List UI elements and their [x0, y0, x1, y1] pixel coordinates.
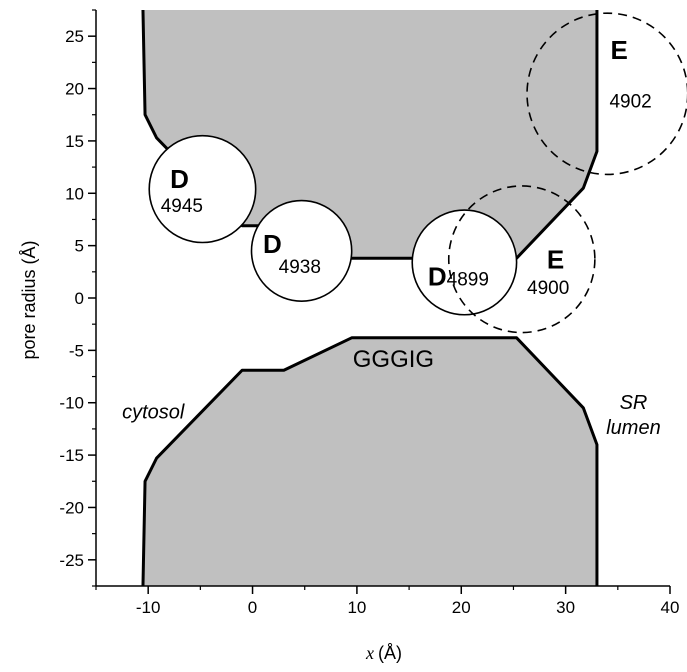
x-axis-unit: (Å): [378, 643, 402, 663]
y-tick-label-10: 10: [65, 184, 84, 203]
residue-number-4899: 4899: [447, 269, 489, 290]
label-sr: SR: [620, 392, 648, 414]
residue-letter-e4902: E: [611, 35, 628, 65]
x-tick-label-30: 30: [556, 598, 575, 617]
y-tick-label--15: -15: [59, 446, 84, 465]
x-tick-label-0: 0: [248, 598, 257, 617]
residue-letter-d4945: D: [170, 164, 189, 194]
residue-letter-d4938: D: [263, 229, 282, 259]
y-tick-label-15: 15: [65, 132, 84, 151]
y-tick-label--20: -20: [59, 498, 84, 517]
x-tick-label-20: 20: [452, 598, 471, 617]
x-tick-label-10: 10: [347, 598, 366, 617]
label-gggig: GGGIG: [353, 346, 434, 373]
y-tick-label--10: -10: [59, 394, 84, 413]
y-tick-label--5: -5: [69, 341, 84, 360]
y-tick-label-20: 20: [65, 80, 84, 99]
lower-wall-fill: [143, 338, 597, 586]
x-tick-label-40: 40: [661, 598, 680, 617]
residue-letter-e4900: E: [547, 245, 564, 275]
x-axis-variable: x: [365, 643, 374, 663]
y-tick-label--25: -25: [59, 551, 84, 570]
residue-letter-d4899: D: [428, 261, 447, 291]
x-tick-label--10: -10: [136, 598, 161, 617]
label-cytosol: cytosol: [122, 401, 185, 423]
y-tick-label-5: 5: [75, 237, 84, 256]
residue-number-4938: 4938: [279, 257, 321, 278]
residue-circle-d4945: [149, 136, 255, 243]
y-tick-label-25: 25: [65, 27, 84, 46]
residue-number-4945: 4945: [161, 196, 203, 217]
label-lumen: lumen: [606, 417, 660, 439]
residue-number-4902: 4902: [609, 91, 651, 112]
x-axis-title: x (Å): [365, 643, 402, 663]
y-axis-title: pore radius (Å): [19, 240, 39, 359]
residue-number-4900: 4900: [527, 278, 569, 299]
y-tick-label-0: 0: [75, 289, 84, 308]
